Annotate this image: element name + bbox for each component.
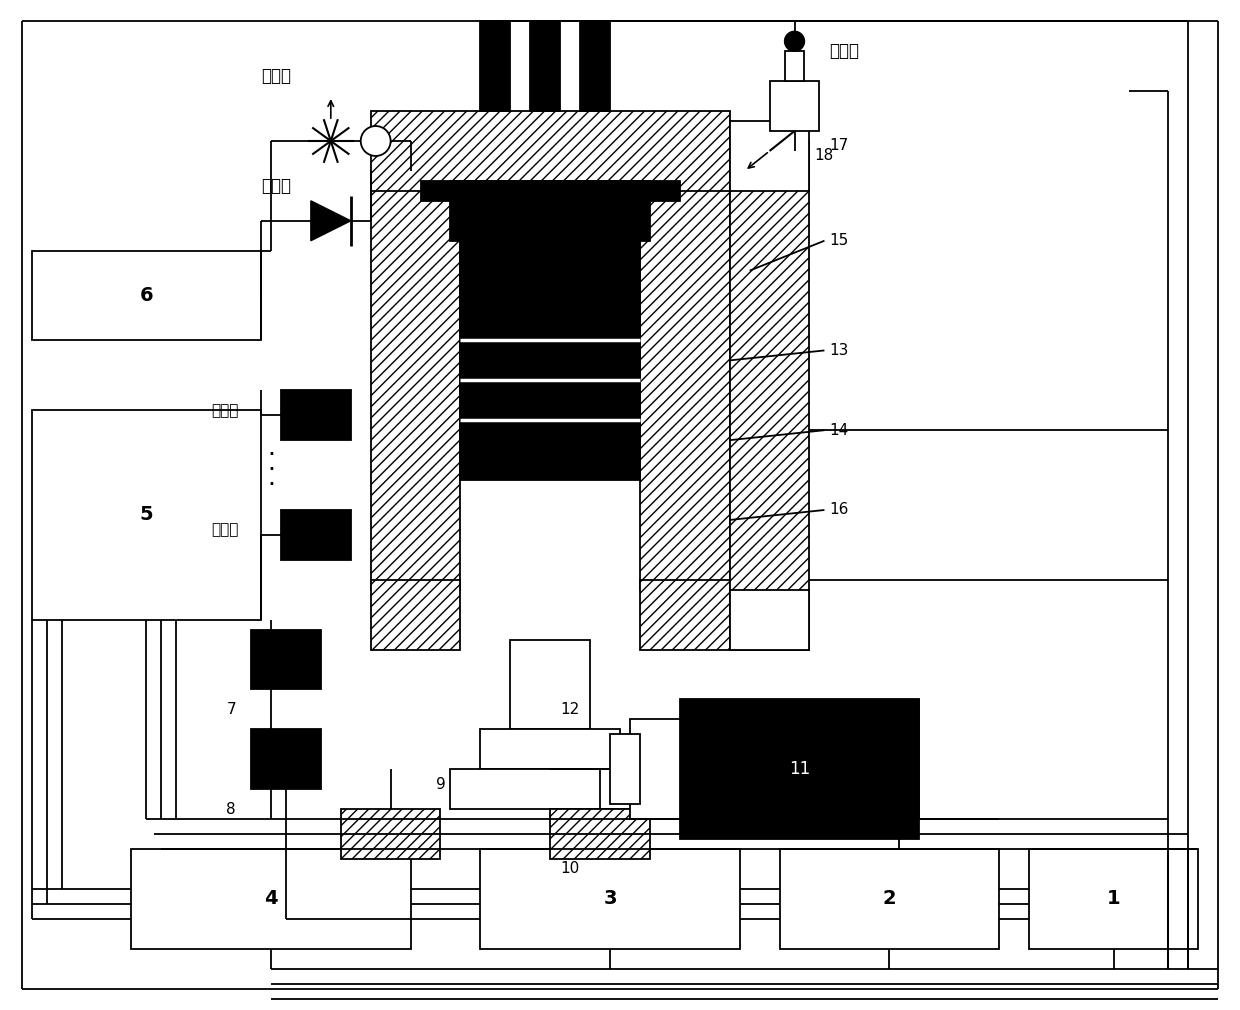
Bar — [640, 580, 729, 649]
Text: 7: 7 — [226, 702, 236, 717]
Bar — [371, 111, 729, 191]
Text: 换能器: 换能器 — [211, 522, 238, 537]
Bar — [131, 849, 410, 948]
Text: 5: 5 — [139, 505, 153, 524]
Text: 换能器: 换能器 — [211, 403, 238, 418]
Text: 8: 8 — [226, 802, 236, 817]
Bar — [680, 700, 919, 839]
Text: 9: 9 — [435, 777, 445, 792]
Bar — [729, 121, 810, 191]
Circle shape — [361, 126, 391, 156]
Bar — [640, 171, 729, 590]
Text: 15: 15 — [830, 233, 848, 248]
Bar — [610, 734, 640, 804]
Text: 12: 12 — [560, 702, 580, 717]
Polygon shape — [311, 201, 351, 240]
Bar — [371, 171, 460, 590]
Bar — [480, 21, 511, 111]
Bar — [341, 809, 440, 860]
Text: 11: 11 — [789, 761, 810, 779]
Text: ·: · — [267, 459, 275, 482]
Text: 18: 18 — [815, 148, 833, 164]
Bar — [511, 639, 590, 729]
Bar — [32, 250, 260, 340]
Text: 16: 16 — [830, 503, 849, 517]
Text: 2: 2 — [883, 890, 897, 908]
Bar — [480, 729, 620, 770]
Bar — [1029, 849, 1198, 948]
Text: 6: 6 — [139, 286, 153, 305]
Bar — [630, 719, 680, 819]
Text: 17: 17 — [830, 138, 848, 154]
Bar — [729, 590, 810, 649]
Bar — [281, 510, 351, 560]
Bar — [770, 81, 820, 131]
Bar — [450, 770, 650, 809]
Text: 4: 4 — [264, 890, 278, 908]
Bar — [729, 141, 810, 649]
Bar — [480, 849, 740, 948]
Bar — [250, 629, 321, 690]
Text: 14: 14 — [830, 423, 848, 437]
Text: 节流阀: 节流阀 — [260, 68, 291, 85]
Text: ·: · — [267, 443, 275, 468]
Bar — [32, 410, 260, 620]
Text: ·: · — [267, 473, 275, 497]
Bar — [420, 181, 680, 201]
Text: 单向阀: 单向阀 — [260, 177, 291, 195]
Text: 溢流阀: 溢流阀 — [830, 42, 859, 61]
Bar — [551, 809, 650, 860]
Bar — [580, 21, 610, 111]
Bar — [460, 240, 640, 480]
Bar — [785, 52, 805, 81]
Bar — [531, 21, 560, 111]
Circle shape — [785, 31, 805, 52]
Text: 10: 10 — [560, 862, 580, 877]
Text: 13: 13 — [830, 343, 849, 358]
Text: 1: 1 — [1107, 890, 1121, 908]
Bar — [281, 390, 351, 440]
Bar — [250, 729, 321, 789]
Bar — [780, 849, 999, 948]
Bar — [371, 580, 460, 649]
Bar — [450, 181, 650, 240]
Text: 3: 3 — [604, 890, 616, 908]
